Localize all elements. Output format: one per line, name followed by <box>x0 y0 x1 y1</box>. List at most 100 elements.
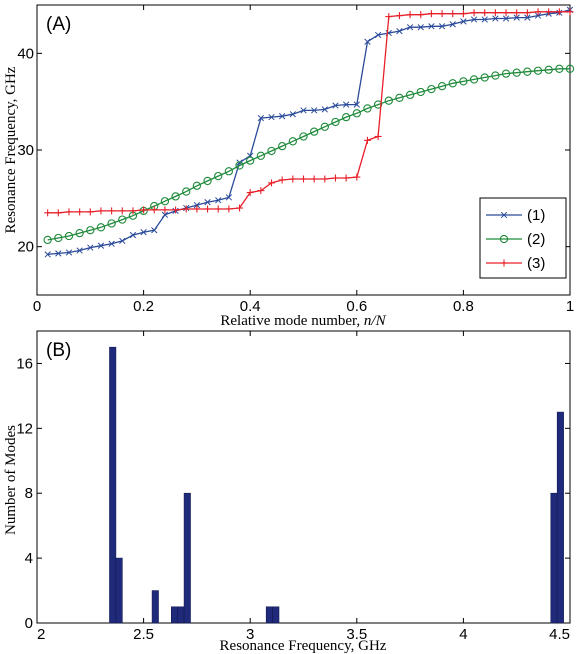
series-2-line <box>47 68 570 241</box>
series-3-point <box>513 9 521 17</box>
panel-a-x-tick-label: 0 <box>33 298 41 315</box>
series-3-point <box>566 8 574 16</box>
series-2 <box>43 64 575 245</box>
legend-swatch-marker <box>500 259 508 267</box>
series-2-point <box>214 171 223 181</box>
series-3-point <box>172 206 180 214</box>
series-2-point <box>320 122 329 131</box>
series-2-point <box>373 100 383 109</box>
legend-label: (1) <box>527 207 545 224</box>
panel-a-y-axis-label: Resonance Frequency, GHz <box>3 66 19 233</box>
series-2-point <box>565 64 575 73</box>
panel-b-x-tick-label: 3 <box>246 626 254 643</box>
series-1-point <box>108 240 115 247</box>
series-3-point <box>97 207 105 215</box>
panel-b-label: (B) <box>46 340 71 361</box>
series-3-point <box>417 11 425 19</box>
histogram-bar <box>183 492 191 624</box>
series-1-point <box>406 24 414 31</box>
series-1-point <box>342 101 350 108</box>
histogram-bar <box>177 606 185 624</box>
series-3-point <box>129 207 137 215</box>
panel-b-bars <box>109 346 564 624</box>
series-2-point <box>160 197 170 206</box>
panel-a-ticks: 0 0.2 0.4 0.6 0.8 1 20 30 40 <box>17 5 574 315</box>
panel-b-x-tick-label: 4 <box>459 626 467 643</box>
series-2-point <box>395 93 404 102</box>
series-1-point <box>151 227 158 234</box>
series-1-point <box>215 197 222 204</box>
series-2-point <box>437 82 447 91</box>
series-2-point <box>331 117 340 127</box>
series-2-point <box>459 77 468 86</box>
panel-a-x-axis-label-text: Relative mode number, <box>220 313 364 329</box>
series-2-point <box>75 228 84 238</box>
series-3-point <box>385 13 393 21</box>
series-1-point <box>428 23 435 30</box>
series-3-line <box>47 11 570 214</box>
histogram-bar <box>109 346 117 624</box>
panel-a-x-axis-label: Relative mode number, n/N <box>220 313 386 329</box>
series-2-point <box>341 112 351 122</box>
series-2-point <box>43 235 52 245</box>
series-3 <box>44 8 574 217</box>
panel-a-y-tick-label: 40 <box>17 45 34 62</box>
series-2-point <box>384 96 393 105</box>
series-3-point <box>534 8 542 16</box>
panel-b-x-tick-label: 2.5 <box>133 626 154 643</box>
series-3-point <box>406 11 414 19</box>
series-1-point <box>119 237 126 245</box>
legend-items: (1) (2) (3) <box>486 207 545 272</box>
panel-b-x-tick-label: 2 <box>37 626 45 643</box>
panel-a-line-chart: 0 0.2 0.4 0.6 0.8 1 20 30 40 (A) Resonance Frequ… <box>3 4 575 329</box>
series-1-point <box>76 247 83 254</box>
panel-a-series <box>43 6 575 258</box>
series-3-point <box>459 10 467 18</box>
series-3-point <box>204 205 212 213</box>
series-2-point <box>203 176 212 186</box>
legend-label: (3) <box>527 255 545 272</box>
series-1-point <box>289 111 296 118</box>
series-2-point <box>192 181 202 190</box>
series-2-point <box>224 167 234 176</box>
panel-a-x-tick-label: 0.8 <box>453 298 474 315</box>
series-2-point <box>405 90 415 100</box>
series-2-point <box>480 73 489 82</box>
series-3-point <box>395 12 403 20</box>
series-2-point <box>235 161 244 170</box>
series-1-point <box>321 106 328 113</box>
series-1-point <box>332 102 339 109</box>
legend-label: (2) <box>527 231 545 248</box>
series-1-point <box>353 101 360 108</box>
series-2-point <box>544 65 553 74</box>
series-1-point <box>311 107 318 114</box>
series-3-point <box>246 189 254 197</box>
series-1-point <box>300 107 307 114</box>
series-1-point <box>225 194 233 201</box>
series-3-point <box>289 175 297 183</box>
series-1-point <box>87 244 94 251</box>
series-3-point <box>321 175 329 183</box>
legend-item-3: (3) <box>486 255 545 272</box>
series-3-point <box>268 179 276 187</box>
series-2-point <box>501 69 511 78</box>
histogram-bar <box>171 606 179 624</box>
series-2-point <box>256 151 266 160</box>
panel-b-axes-frame <box>36 330 571 624</box>
series-3-point <box>342 174 350 182</box>
series-1-point <box>129 231 137 239</box>
series-1-point <box>396 27 403 35</box>
series-1-point <box>364 38 371 45</box>
legend-swatch-marker <box>499 234 509 244</box>
panel-a-x-tick-label: 0.2 <box>133 298 154 315</box>
histogram-bar <box>115 557 123 624</box>
series-2-point <box>96 223 106 232</box>
series-2-point <box>533 66 543 75</box>
series-3-point <box>161 206 169 214</box>
panel-b-y-tick-label: 8 <box>25 485 33 502</box>
series-2-point <box>448 79 457 88</box>
series-1-point <box>513 14 520 21</box>
histogram-bar <box>265 606 273 624</box>
series-3-point <box>236 204 244 212</box>
